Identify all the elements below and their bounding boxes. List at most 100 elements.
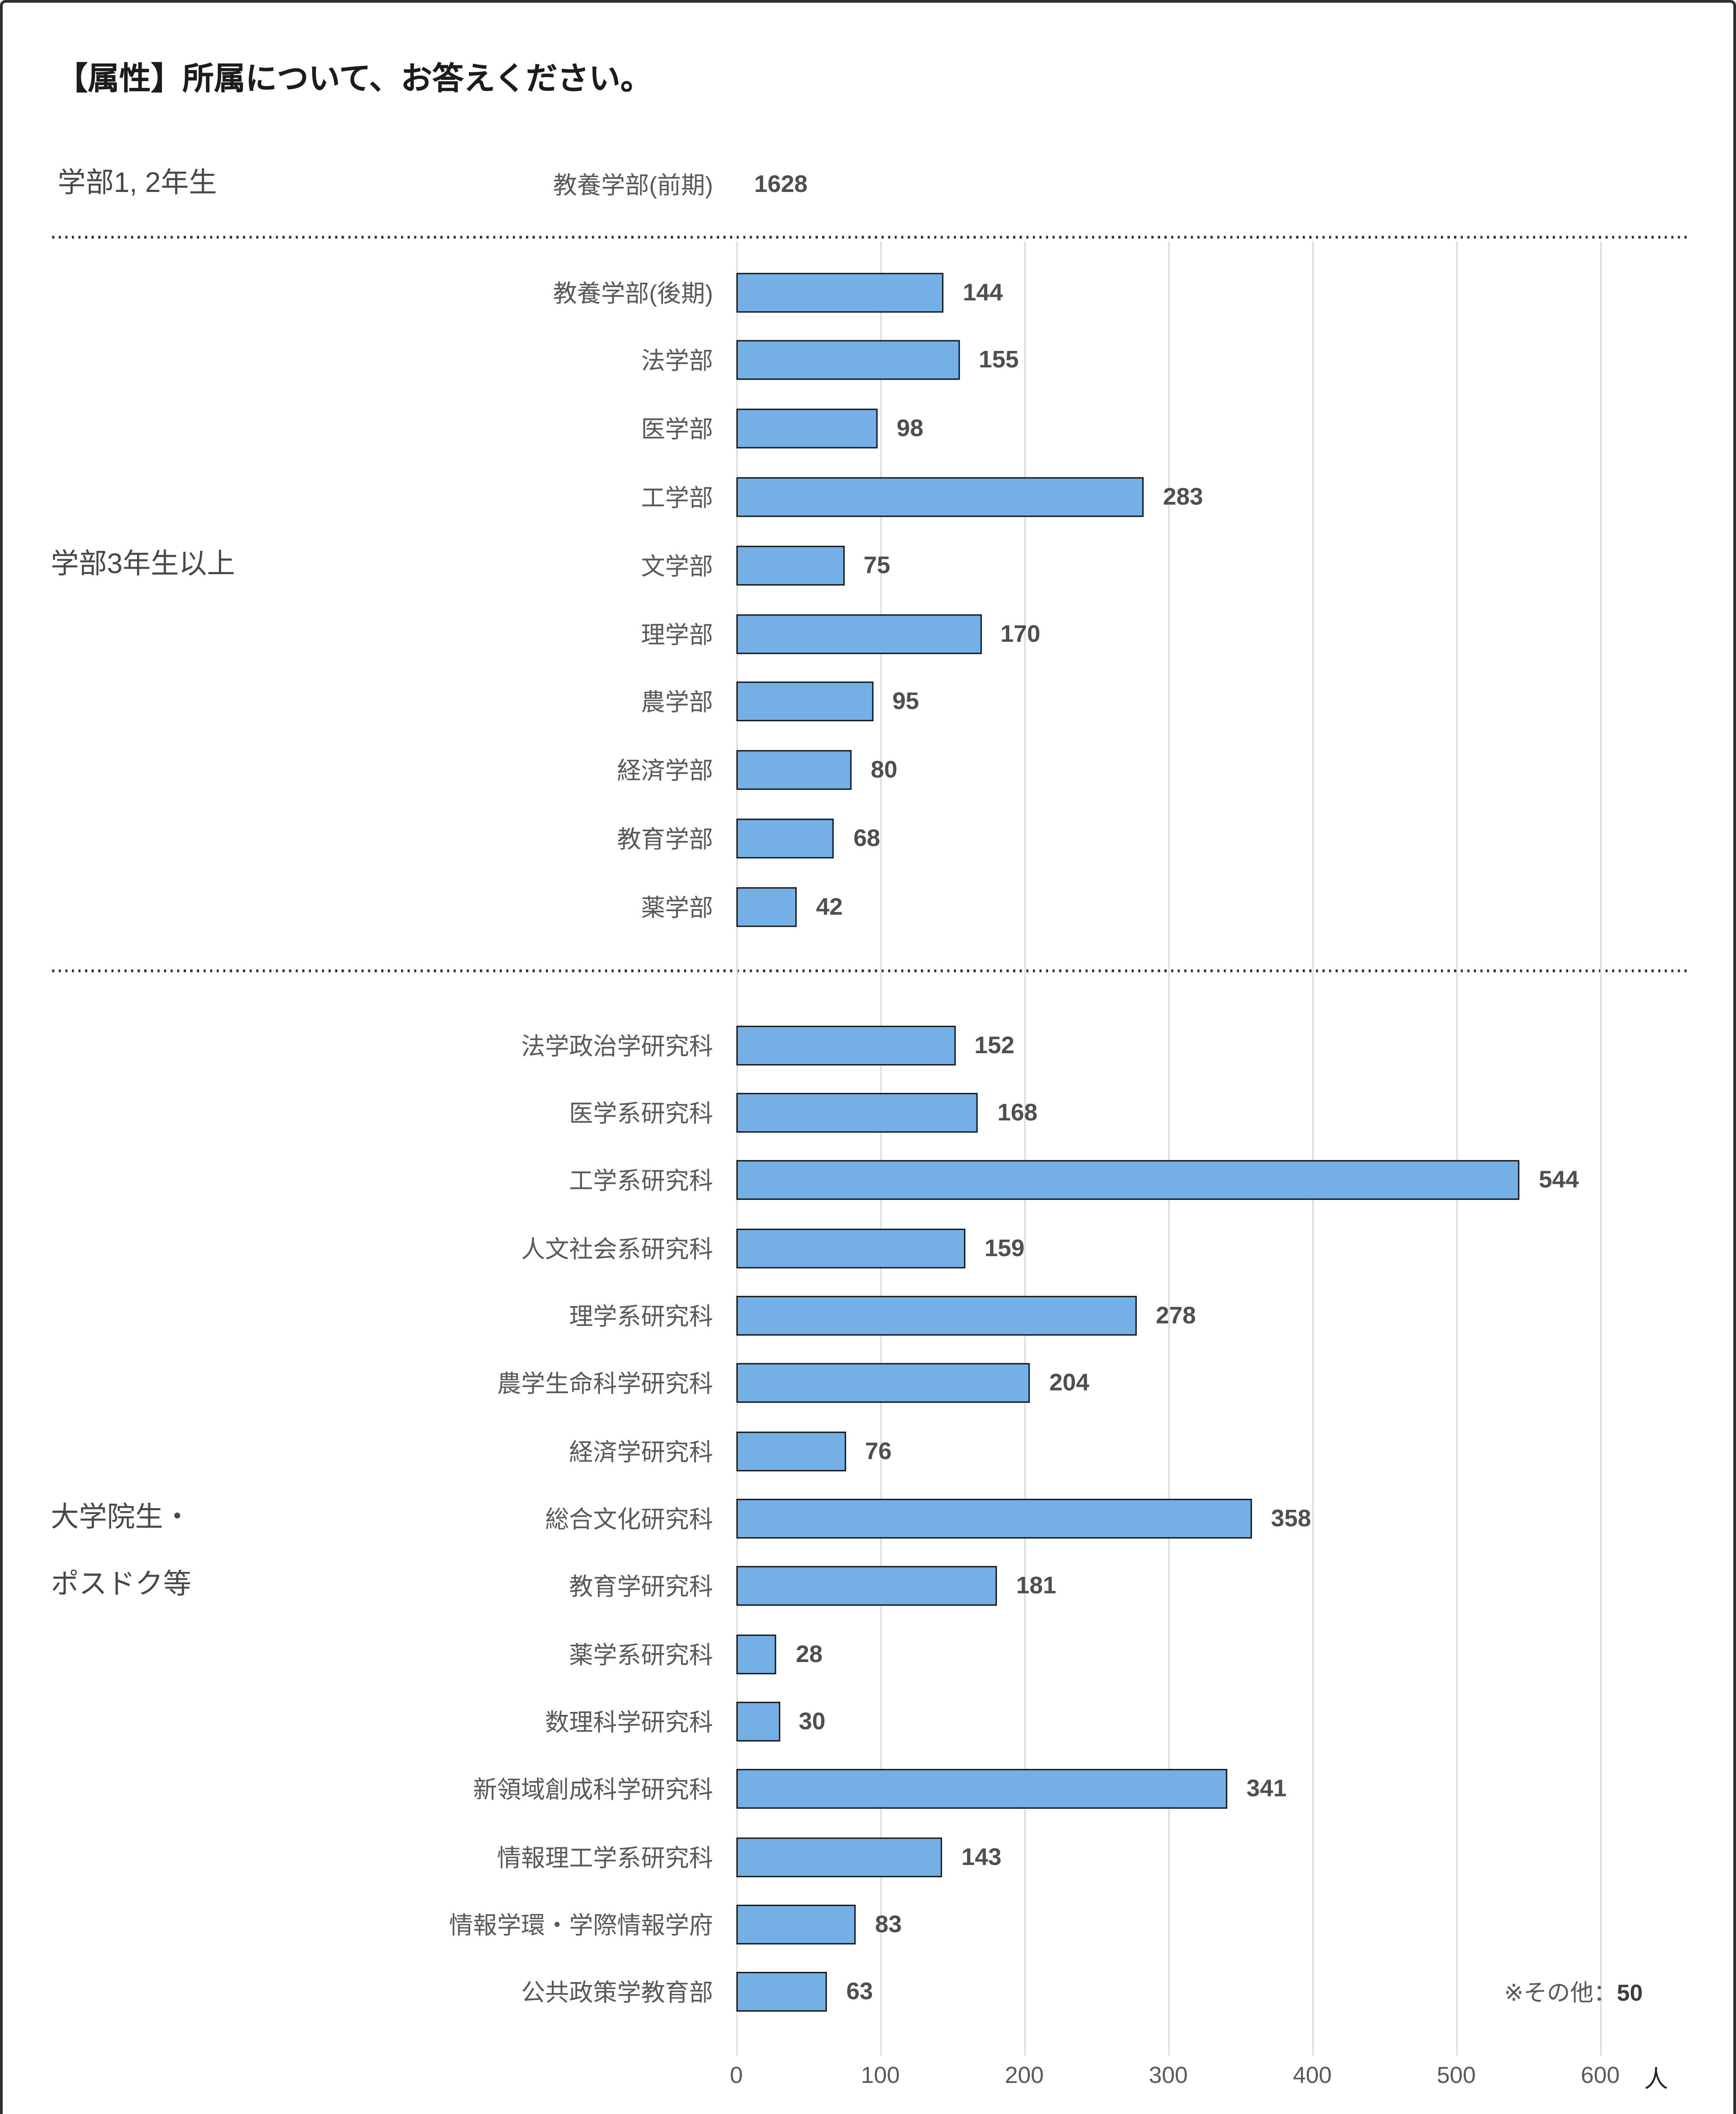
- category-label: 医学系研究科: [569, 1099, 713, 1127]
- group-label-grad-postdoc-line1: 大学院生・: [51, 1501, 192, 1533]
- bar-row: 農学生命科学研究科 204: [3, 1350, 1736, 1417]
- category-label: 教養学部(後期): [553, 279, 713, 307]
- x-axis-tick-label: 300: [1149, 2062, 1188, 2089]
- bar: [736, 1295, 1137, 1336]
- value-label: 341: [1246, 1774, 1287, 1802]
- category-label: 農学生命科学研究科: [497, 1370, 713, 1398]
- bar-row: 教養学部(前期) 1628: [3, 150, 1736, 217]
- x-axis-unit-label: 人: [1644, 2065, 1668, 2093]
- x-axis-tick-label: 400: [1292, 2062, 1332, 2089]
- bar: [736, 818, 835, 858]
- bar: [736, 887, 797, 927]
- group-separator-top: [52, 235, 1687, 239]
- category-label: 数理科学研究科: [545, 1709, 713, 1736]
- bar: [736, 1160, 1520, 1200]
- bar-row: 教養学部(後期) 144: [3, 258, 1736, 326]
- gridline: [1312, 241, 1314, 2056]
- bar-row: 薬学部 42: [3, 873, 1736, 940]
- bar-row: 情報理工学系研究科 143: [3, 1824, 1736, 1891]
- value-label: 98: [896, 414, 923, 442]
- bar-row: 薬学系研究科 28: [3, 1620, 1736, 1687]
- category-label: 農学部: [641, 689, 713, 716]
- bar-row: 文学部 75: [3, 531, 1736, 599]
- bar-row: 理学系研究科 278: [3, 1282, 1736, 1349]
- bar-row: 人文社会系研究科 159: [3, 1214, 1736, 1282]
- other-note-prefix: ※その他：: [1504, 1980, 1617, 2006]
- group-label-grad-postdoc: 大学院生・ ポスドク等: [51, 1484, 191, 1619]
- value-label: 168: [997, 1098, 1038, 1126]
- value-label: 204: [1049, 1369, 1090, 1397]
- bar-row: 教育学研究科 181: [3, 1553, 1736, 1620]
- other-note-value: 50: [1617, 1980, 1643, 2006]
- category-label: 理学系研究科: [569, 1302, 713, 1330]
- category-label: 医学部: [641, 416, 713, 443]
- category-label: 人文社会系研究科: [521, 1235, 713, 1262]
- bar-row: 総合文化研究科 358: [3, 1485, 1736, 1552]
- gridline: [1600, 241, 1602, 2056]
- bar-row: 理学部 170: [3, 600, 1736, 667]
- chart-title: 【属性】所属について、お答えください。: [56, 60, 652, 96]
- bar: [736, 1498, 1252, 1539]
- category-label: 公共政策学教育部: [521, 1979, 713, 2007]
- bar-row: 経済学研究科 76: [3, 1417, 1736, 1484]
- bar: [736, 477, 1144, 517]
- x-axis-tick-label: 200: [1005, 2062, 1044, 2089]
- value-label: 1628: [754, 169, 808, 197]
- bar-row: 工学系研究科 544: [3, 1147, 1736, 1214]
- group-label-undergrad-1-2: 学部1, 2年生: [58, 167, 217, 199]
- value-label: 181: [1016, 1572, 1057, 1599]
- gridline: [1024, 241, 1026, 2056]
- value-label: 42: [816, 892, 843, 920]
- value-label: 358: [1271, 1504, 1311, 1532]
- x-axis-tick-label: 600: [1580, 2062, 1620, 2089]
- value-label: 68: [853, 824, 880, 852]
- value-label: 159: [984, 1233, 1025, 1261]
- bar-row: 経済学部 80: [3, 737, 1736, 804]
- value-label: 143: [961, 1842, 1002, 1870]
- value-label: 152: [974, 1030, 1015, 1058]
- value-label: 144: [963, 277, 1003, 305]
- bar: [736, 1093, 978, 1133]
- category-label: 経済学研究科: [569, 1438, 713, 1465]
- bar: [736, 1701, 780, 1742]
- bar-row: 医学部 98: [3, 395, 1736, 462]
- bar: [736, 1905, 856, 1945]
- value-label: 28: [796, 1639, 823, 1667]
- bar: [736, 408, 878, 449]
- category-label: 文学部: [641, 552, 713, 580]
- bar: [736, 1769, 1227, 1810]
- bar-row: 法学部 155: [3, 327, 1736, 394]
- bar-row: 農学部 95: [3, 668, 1736, 735]
- category-label: 教育学研究科: [569, 1573, 713, 1601]
- group-label-undergrad-3plus: 学部3年生以上: [51, 548, 235, 580]
- bar: [736, 1431, 846, 1471]
- category-label: 新領域創成科学研究科: [473, 1776, 713, 1804]
- category-label: 法学政治学研究科: [521, 1032, 713, 1060]
- category-label: 工学系研究科: [569, 1167, 713, 1195]
- value-label: 76: [865, 1436, 892, 1464]
- x-axis-tick-label: 100: [861, 2062, 900, 2089]
- bar: [736, 1837, 942, 1877]
- bar: [736, 1566, 997, 1606]
- bar: [736, 1634, 777, 1674]
- category-label: 情報学環・学際情報学府: [449, 1911, 713, 1939]
- bar-row: 教育学部 68: [3, 805, 1736, 872]
- value-label: 30: [799, 1707, 826, 1735]
- bar-row: 新領域創成科学研究科 341: [3, 1756, 1736, 1823]
- category-label: 法学部: [641, 347, 713, 375]
- category-label: 総合文化研究科: [545, 1505, 713, 1533]
- value-label: 80: [871, 756, 898, 783]
- category-label: 薬学系研究科: [569, 1641, 713, 1668]
- bar-row: 法学政治学研究科 152: [3, 1011, 1736, 1079]
- group-separator-bottom: [52, 969, 1687, 972]
- gridline: [880, 241, 882, 2056]
- bar-row: 公共政策学教育部 63: [3, 1959, 1736, 2026]
- bar: [736, 682, 873, 722]
- category-label: 経済学部: [617, 757, 713, 785]
- gridline: [736, 241, 738, 2056]
- bar: [736, 340, 960, 381]
- value-label: 63: [846, 1978, 873, 2005]
- x-axis-tick-label: 0: [730, 2062, 743, 2089]
